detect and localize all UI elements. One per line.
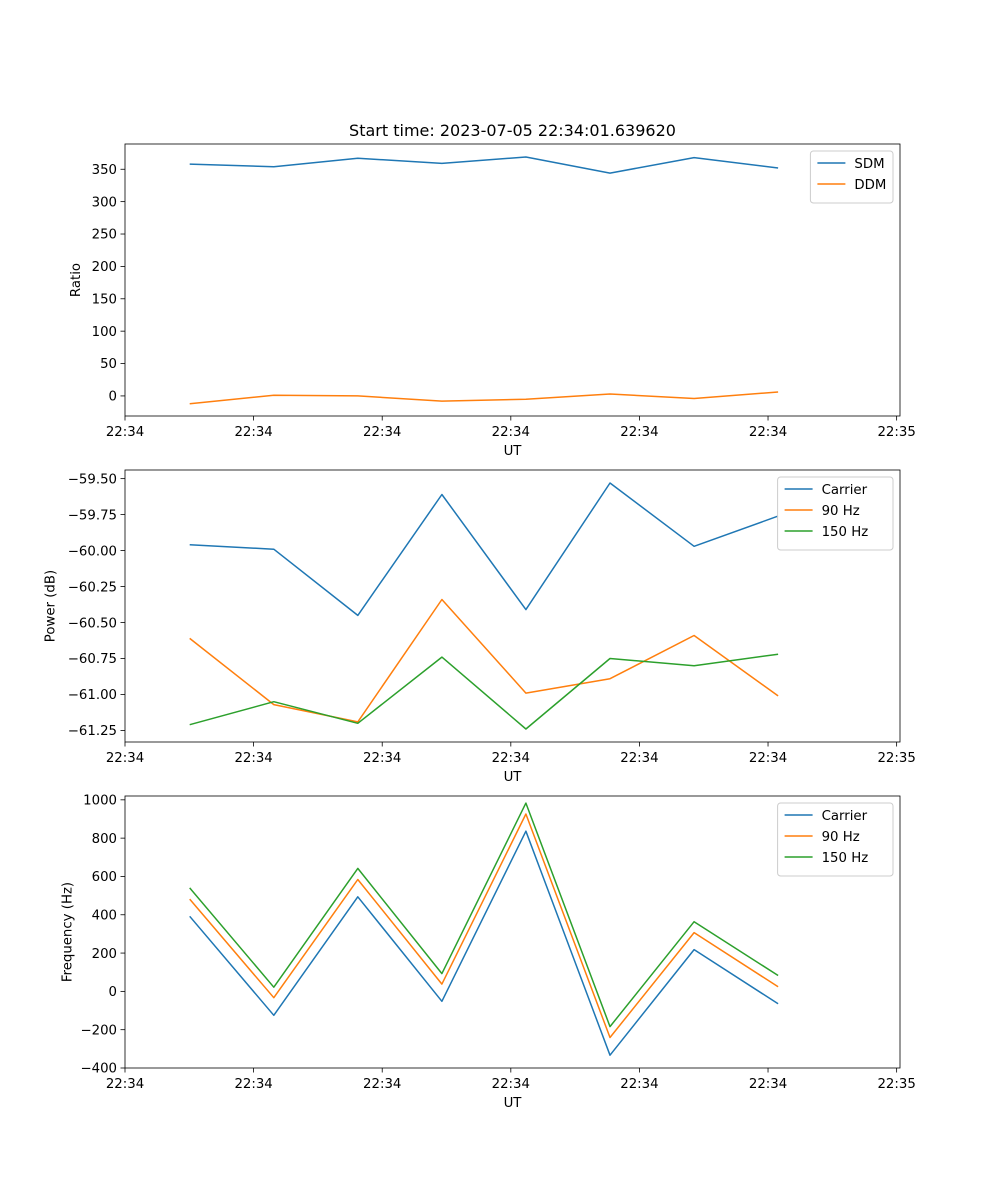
series-line-sdm xyxy=(189,156,779,174)
y-tick-label: −60.50 xyxy=(68,616,117,631)
y-tick-label: 1000 xyxy=(83,794,117,809)
x-tick-label: 22:34 xyxy=(234,425,272,440)
series-line-ddm xyxy=(189,391,779,405)
x-tick-label: 22:34 xyxy=(492,751,530,766)
y-tick-label: 50 xyxy=(100,357,117,372)
y-tick-label: −60.00 xyxy=(68,544,117,559)
legend: Carrier 90 Hz 150 Hz xyxy=(777,802,894,877)
x-tick-label: 22:34 xyxy=(363,425,401,440)
legend-label: Carrier xyxy=(822,809,868,824)
y-tick-label: 200 xyxy=(92,260,117,275)
series-line-150-hz xyxy=(189,802,779,1028)
x-tick-label: 22:34 xyxy=(492,1077,530,1092)
y-tick-label: −59.75 xyxy=(68,508,117,523)
legend-label: 150 Hz xyxy=(822,851,869,866)
x-tick-label: 22:34 xyxy=(234,1077,272,1092)
legend-frame xyxy=(809,150,894,204)
x-tick-label: 22:34 xyxy=(620,751,658,766)
x-tick-label: 22:34 xyxy=(620,425,658,440)
y-tick-label: −61.25 xyxy=(68,724,117,739)
x-tick-label: 22:34 xyxy=(749,751,787,766)
series-line-150-hz xyxy=(189,653,779,730)
y-axis-label: Power (dB) xyxy=(44,570,59,642)
x-axis-label: UT xyxy=(504,770,523,785)
legend-label: 90 Hz xyxy=(822,504,860,519)
y-tick-label: 300 xyxy=(92,195,117,210)
subplots: 22:34 22:34 22:34 22:34 22:34 22:34 22:35 0 50 10… xyxy=(44,143,916,1111)
x-axis-label: UT xyxy=(504,444,523,459)
y-tick-label: 200 xyxy=(92,947,117,962)
y-tick-label: 600 xyxy=(92,870,117,885)
y-tick-label: 250 xyxy=(92,228,117,243)
legend-label: Carrier xyxy=(822,483,868,498)
y-tick-label: 350 xyxy=(92,163,117,178)
x-tick-label: 22:34 xyxy=(363,751,401,766)
y-tick-label: 0 xyxy=(109,985,117,1000)
x-tick-label: 22:34 xyxy=(492,425,530,440)
y-tick-label: 0 xyxy=(109,390,117,405)
legend: Carrier 90 Hz 150 Hz xyxy=(777,476,894,551)
axes-frame xyxy=(124,469,901,743)
series-line-90-hz xyxy=(189,813,779,1039)
y-tick-label: 150 xyxy=(92,292,117,307)
y-axis-label: Ratio xyxy=(69,263,84,297)
y-tick-label: 100 xyxy=(92,325,117,340)
x-tick-label: 22:34 xyxy=(620,1077,658,1092)
legend-label: 150 Hz xyxy=(822,525,869,540)
y-axis-label: Frequency (Hz) xyxy=(60,882,75,982)
y-tick-label: −200 xyxy=(80,1023,117,1038)
x-tick-label: 22:35 xyxy=(877,425,915,440)
axes-frame xyxy=(124,795,901,1069)
subplot-3: 22:34 22:34 22:34 22:34 22:34 22:34 22:35 −400 −… xyxy=(60,794,915,1111)
y-tick-label: −60.75 xyxy=(68,652,117,667)
y-tick-label: 800 xyxy=(92,832,117,847)
x-tick-label: 22:34 xyxy=(106,425,144,440)
subplot-1: 22:34 22:34 22:34 22:34 22:34 22:34 22:35 0 50 10… xyxy=(69,143,916,459)
legend-label: 90 Hz xyxy=(822,830,860,845)
figure-title: Start time: 2023-07-05 22:34:01.639620 xyxy=(349,121,676,140)
y-tick-label: 400 xyxy=(92,908,117,923)
x-tick-label: 22:34 xyxy=(749,425,787,440)
x-axis-label: UT xyxy=(504,1096,523,1111)
legend-label: DDM xyxy=(854,178,886,193)
x-tick-label: 22:34 xyxy=(363,1077,401,1092)
y-tick-label: −400 xyxy=(80,1062,117,1077)
axes-frame xyxy=(124,143,901,417)
series-line-90-hz xyxy=(189,598,779,723)
x-tick-label: 22:34 xyxy=(749,1077,787,1092)
x-tick-label: 22:35 xyxy=(877,1077,915,1092)
x-tick-label: 22:35 xyxy=(877,751,915,766)
x-tick-label: 22:34 xyxy=(106,751,144,766)
y-tick-label: −60.25 xyxy=(68,580,117,595)
y-tick-label: −61.00 xyxy=(68,688,117,703)
legend-label: SDM xyxy=(854,157,884,172)
x-tick-label: 22:34 xyxy=(106,1077,144,1092)
series-line-carrier xyxy=(189,830,779,1056)
x-tick-label: 22:34 xyxy=(234,751,272,766)
series-line-carrier xyxy=(189,482,779,617)
y-tick-label: −59.50 xyxy=(68,472,117,487)
subplot-2: 22:34 22:34 22:34 22:34 22:34 22:34 22:35 −61.2… xyxy=(44,469,916,785)
legend: SDM DDM xyxy=(809,150,894,204)
